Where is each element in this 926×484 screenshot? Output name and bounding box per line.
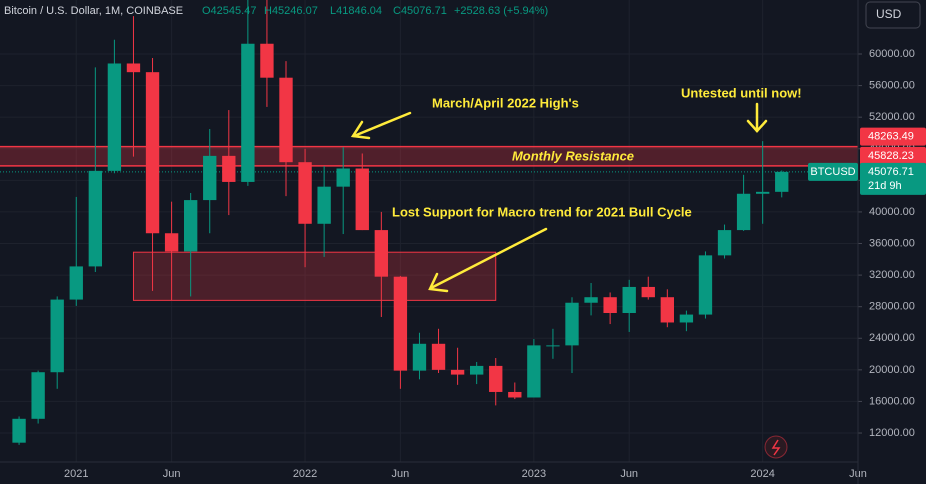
currency-label[interactable]: USD	[876, 7, 902, 21]
candle-body	[203, 155, 217, 201]
candle-body	[527, 345, 541, 398]
candle-body	[164, 233, 179, 252]
arrow	[352, 111, 412, 138]
candle-body	[107, 63, 122, 171]
candle-body	[88, 170, 103, 267]
candle-body	[126, 63, 141, 73]
annotation: Untested until now!	[681, 85, 802, 100]
x-tick-label: Jun	[163, 468, 181, 480]
candle-body	[641, 286, 655, 298]
y-tick-label: 20000.00	[869, 364, 915, 376]
grid: 12000.00 16000.00 20000.00 24000.00 28000.00…	[0, 0, 915, 480]
candles	[12, 0, 789, 445]
candle-body	[31, 372, 45, 419]
candle-body	[489, 365, 503, 392]
candle-body	[222, 155, 236, 182]
candle-body	[565, 302, 579, 346]
candle-body	[736, 193, 751, 231]
x-tick-label: 2022	[293, 468, 317, 480]
y-tick-label: 60000.00	[869, 48, 915, 60]
candle-body	[717, 230, 732, 256]
ohlc-open: O42545.47	[202, 5, 256, 17]
candle-body	[374, 230, 389, 277]
annotation: Lost Support for Macro trend for 2021 Bu…	[392, 204, 692, 219]
candle-body	[412, 343, 427, 371]
candle-body	[775, 171, 789, 192]
candle-body	[145, 72, 160, 234]
price-label: 45076.71	[868, 166, 914, 178]
x-tick-label: 2024	[750, 468, 774, 480]
candle-body	[755, 191, 770, 194]
y-tick-label: 32000.00	[869, 269, 915, 281]
candle-body	[241, 43, 255, 182]
countdown: 21d 9h	[868, 180, 902, 192]
ohlc-low: L41846.04	[330, 5, 382, 17]
arrow-head	[428, 272, 449, 293]
price-label-box	[860, 146, 926, 165]
candle-body	[698, 255, 713, 315]
candle-body	[622, 286, 636, 314]
symbol: Bitcoin / U.S. Dollar, 1M, COINBASE	[4, 5, 183, 17]
x-tick-label: Jun	[392, 468, 410, 480]
y-tick-label: 16000.00	[869, 395, 915, 407]
price-label: 48263.49	[868, 131, 914, 143]
y-tick-label: 36000.00	[869, 237, 915, 249]
y-tick-label: 40000.00	[869, 206, 915, 218]
y-tick-label: 28000.00	[869, 301, 915, 313]
candle-body	[50, 299, 64, 373]
x-tick-label: 2023	[522, 468, 546, 480]
arrow-head	[746, 119, 768, 133]
candle-body	[279, 77, 293, 163]
price-label-box	[860, 127, 926, 146]
ohlc-high: H45246.07	[264, 5, 318, 17]
price-label-box	[860, 162, 926, 195]
candle-body	[679, 314, 694, 323]
y-tick-label: 12000.00	[869, 427, 915, 439]
y-tick-label: 56000.00	[869, 79, 915, 91]
candle-body	[260, 43, 274, 78]
y-tick-label: 52000.00	[869, 111, 915, 123]
ohlc-change: +2528.63 (+5.94%)	[454, 5, 548, 17]
candle-body	[12, 418, 26, 443]
x-tick-label: Jun	[620, 468, 638, 480]
candle-body	[431, 343, 446, 370]
symbol-tag	[808, 162, 858, 181]
candle-body	[69, 266, 83, 300]
candle-body	[355, 168, 369, 231]
support-zone	[132, 251, 497, 301]
alert-icon[interactable]	[764, 435, 788, 459]
resistance-zone	[0, 146, 858, 166]
candle-body	[584, 297, 598, 303]
ohlc-close: C45076.71	[393, 5, 447, 17]
alert-icon-glyph[interactable]	[771, 439, 781, 456]
annotation: March/April 2022 High's	[432, 95, 579, 110]
candle-body	[469, 365, 484, 375]
arrow	[429, 227, 548, 290]
x-tick-label: 2021	[64, 468, 88, 480]
arrow-head	[350, 120, 371, 140]
candle-body	[393, 276, 408, 371]
y-tick-label: 24000.00	[869, 332, 915, 344]
candle-body	[546, 345, 560, 347]
symbol-tag-label: BTCUSD	[810, 166, 855, 178]
candle-body	[317, 186, 331, 224]
candle-body	[336, 168, 350, 187]
candle-body	[298, 162, 312, 224]
candle-body	[660, 297, 675, 323]
resistance-label: Monthly Resistance	[512, 149, 634, 164]
candle-body	[603, 297, 617, 314]
currency-button[interactable]	[865, 1, 921, 29]
arrows	[350, 102, 768, 293]
candle-body	[183, 200, 198, 252]
price-label: 45828.23	[868, 150, 914, 162]
candle-body	[508, 391, 522, 398]
candle-body	[450, 369, 465, 375]
